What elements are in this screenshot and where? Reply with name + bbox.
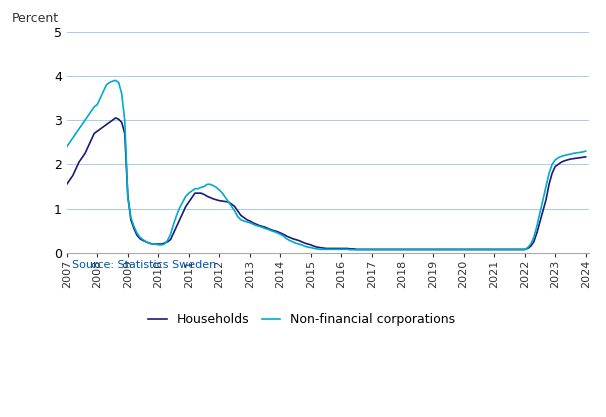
Non-financial corporations [375, 247, 382, 252]
Text: Source: Statistics Sweden: Source: Statistics Sweden [72, 259, 216, 269]
Line: Households: Households [67, 118, 585, 249]
Non-financial corporations [533, 224, 541, 229]
Households [393, 247, 400, 252]
Non-financial corporations [509, 247, 516, 252]
Non-financial corporations [63, 144, 70, 149]
Non-financial corporations [393, 247, 400, 252]
Line: Non-financial corporations: Non-financial corporations [67, 80, 585, 250]
Non-financial corporations [347, 247, 355, 252]
Households [533, 231, 541, 236]
Households [375, 247, 382, 252]
Non-financial corporations [161, 241, 168, 246]
Households [161, 241, 168, 246]
Households [582, 154, 589, 159]
Households [63, 182, 70, 187]
Households [509, 247, 516, 252]
Legend: Households, Non-financial corporations: Households, Non-financial corporations [143, 308, 461, 331]
Non-financial corporations [582, 148, 589, 153]
Non-financial corporations [112, 78, 119, 83]
Y-axis label: Percent: Percent [12, 12, 59, 25]
Households [353, 247, 361, 252]
Households [112, 116, 119, 121]
Households [433, 247, 440, 252]
Non-financial corporations [433, 247, 440, 252]
